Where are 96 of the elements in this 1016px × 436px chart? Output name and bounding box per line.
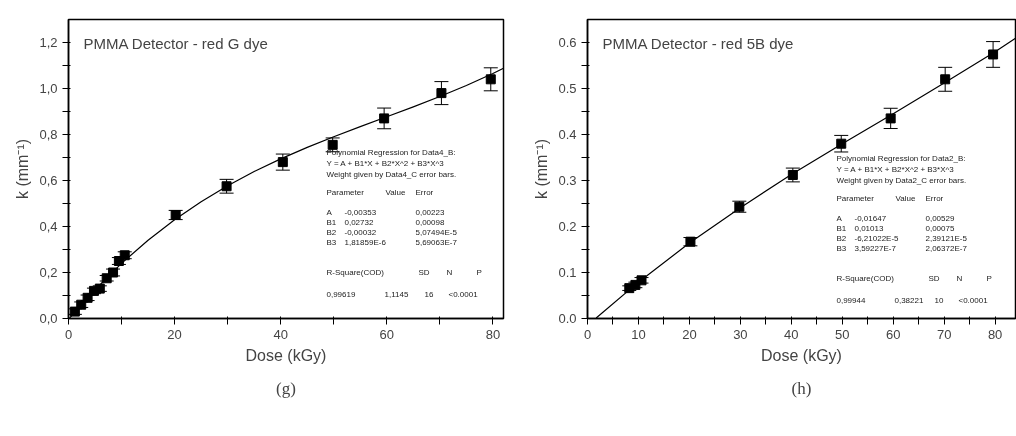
point bbox=[277, 157, 288, 168]
x-axis-title: Dose (kGy) bbox=[245, 346, 327, 364]
x-tick-label: 60 bbox=[379, 326, 395, 342]
annotation: Value bbox=[895, 194, 916, 203]
annotation: 1,81859E-6 bbox=[344, 238, 387, 247]
x-axis-title: Dose (kGy) bbox=[761, 346, 842, 364]
y-axis-title: k (mm⁻¹) bbox=[533, 138, 551, 200]
annotation: 0,02732 bbox=[344, 218, 374, 227]
annotation: B1 bbox=[836, 224, 847, 233]
annotation: 2,06372E-7 bbox=[925, 244, 968, 253]
text: PMMA Detector - red 5B dye bbox=[602, 34, 794, 52]
y-tick-label: 0.5 bbox=[558, 81, 577, 96]
annotation: Y = A + B1*X + B2*X^2 + B3*X^3 bbox=[836, 165, 955, 174]
annotation: P bbox=[986, 274, 992, 283]
annotation: Error bbox=[415, 188, 434, 197]
point bbox=[485, 74, 496, 85]
annotation: Parameter bbox=[836, 194, 875, 203]
annotation: B1 bbox=[326, 218, 337, 227]
text: PMMA Detector - red G dye bbox=[83, 34, 268, 52]
annotation: 5,07494E-5 bbox=[415, 228, 458, 237]
x-tick-label: 30 bbox=[733, 326, 748, 342]
annotation: R-Square(COD) bbox=[836, 274, 895, 283]
annotation: Y = A + B1*X + B2*X^2 + B3*X^3 bbox=[326, 159, 445, 168]
annotation: B3 bbox=[836, 244, 847, 253]
y-tick-label: 0.3 bbox=[558, 173, 577, 188]
annotation: 10 bbox=[934, 296, 944, 305]
y-tick-label: 0,6 bbox=[39, 173, 58, 188]
annotation: -0,00353 bbox=[344, 208, 377, 217]
annotation: R-Square(COD) bbox=[326, 268, 385, 277]
annotation: -6,21022E-5 bbox=[854, 234, 900, 243]
y-tick-label: 0,8 bbox=[39, 127, 58, 142]
annotation: 0,00529 bbox=[925, 214, 955, 223]
y-tick-label: 1,2 bbox=[39, 35, 58, 50]
annotation: P bbox=[476, 268, 482, 277]
y-tick-label: 0,2 bbox=[39, 265, 58, 280]
annotation: B2 bbox=[326, 228, 337, 237]
x-tick-label: 50 bbox=[835, 326, 850, 342]
point bbox=[379, 113, 390, 124]
annotation: 2,39121E-5 bbox=[925, 234, 968, 243]
y-tick-label: 0,4 bbox=[39, 219, 58, 234]
annotation: -0,00032 bbox=[344, 228, 377, 237]
y-tick-label: 0.0 bbox=[558, 311, 577, 326]
annotation: <0.0001 bbox=[958, 296, 989, 305]
y-tick-label: 0,0 bbox=[39, 311, 58, 326]
point bbox=[940, 74, 951, 85]
annotation: 0,00098 bbox=[415, 218, 445, 227]
annotation: A bbox=[836, 214, 843, 223]
point bbox=[988, 49, 999, 60]
annotation: 1,1145 bbox=[384, 290, 409, 299]
x-tick-label: 0 bbox=[64, 326, 73, 342]
y-tick-label: 0.4 bbox=[558, 127, 577, 142]
x-tick-label: 10 bbox=[631, 326, 646, 342]
annotation: Polynomial Regression for Data4_B: bbox=[326, 148, 456, 157]
annotation: N bbox=[956, 274, 963, 283]
annotation: 16 bbox=[424, 290, 434, 299]
annotation: 0,99619 bbox=[326, 290, 356, 299]
annotation: <0.0001 bbox=[448, 290, 479, 299]
x-tick-label: 80 bbox=[987, 326, 1003, 342]
annotation: 0,00075 bbox=[925, 224, 955, 233]
y-axis-title: k (mm⁻¹) bbox=[14, 138, 32, 200]
annotation: Polynomial Regression for Data2_B: bbox=[836, 154, 966, 163]
annotation: 0,01013 bbox=[854, 224, 884, 233]
annotation: Weight given by Data4_C error bars. bbox=[326, 170, 457, 179]
annotation: Error bbox=[925, 194, 944, 203]
annotation: A bbox=[326, 208, 333, 217]
annotation: Parameter bbox=[326, 188, 365, 197]
x-tick-label: 80 bbox=[485, 326, 501, 342]
annotation: SD bbox=[928, 274, 940, 283]
text: (g) bbox=[276, 378, 296, 398]
annotation: Weight given by Data2_C error bars. bbox=[836, 176, 967, 185]
annotation: 5,69063E-7 bbox=[415, 238, 458, 247]
annotation: 0,38221 bbox=[894, 296, 924, 305]
y-tick-label: 0.6 bbox=[558, 35, 577, 50]
point bbox=[885, 113, 896, 124]
x-tick-label: 70 bbox=[936, 326, 952, 342]
annotation: B2 bbox=[836, 234, 847, 243]
y-tick-label: 0.1 bbox=[558, 265, 577, 280]
x-tick-label: 20 bbox=[167, 326, 182, 342]
y-tick-label: 1,0 bbox=[39, 81, 58, 96]
x-tick-label: 40 bbox=[784, 326, 799, 342]
x-tick-label: 0 bbox=[583, 326, 592, 342]
x-tick-label: 20 bbox=[682, 326, 697, 342]
x-tick-label: 40 bbox=[273, 326, 288, 342]
annotation: SD bbox=[418, 268, 430, 277]
annotation: 3,59227E-7 bbox=[854, 244, 897, 253]
y-tick-label: 0.2 bbox=[558, 219, 577, 234]
annotation: N bbox=[446, 268, 453, 277]
annotation: B3 bbox=[326, 238, 337, 247]
point bbox=[119, 250, 130, 261]
annotation: 0,00223 bbox=[415, 208, 445, 217]
x-tick-label: 60 bbox=[885, 326, 901, 342]
annotation: -0,01647 bbox=[854, 214, 887, 223]
annotation: Value bbox=[385, 188, 406, 197]
point bbox=[436, 88, 447, 99]
text: (h) bbox=[791, 378, 812, 398]
annotation: 0,99944 bbox=[836, 296, 866, 305]
